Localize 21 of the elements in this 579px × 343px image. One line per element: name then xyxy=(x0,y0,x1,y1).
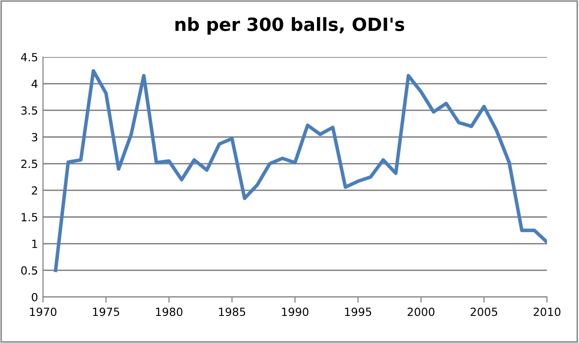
x-tick-label: 1980 xyxy=(156,308,182,316)
x-tick-label: 1995 xyxy=(345,308,372,316)
y-tick-label: 3.5 xyxy=(21,106,38,115)
x-tick-label: 2005 xyxy=(470,308,498,316)
chart-title: nb per 300 balls, ODI's xyxy=(175,17,404,35)
line-series xyxy=(54,69,547,272)
y-tick-label: 3 xyxy=(32,132,38,142)
x-tick-label: 1970 xyxy=(30,308,56,316)
x-tick-label: 2010 xyxy=(534,308,560,316)
x-tick-label: 1975 xyxy=(93,308,120,316)
y-tick-label: 4 xyxy=(32,80,38,88)
y-tick-label: 0.5 xyxy=(21,266,38,275)
y-tick-label: 1 xyxy=(32,240,38,248)
y-tick-label: 2 xyxy=(32,186,38,195)
x-tick-label: 1990 xyxy=(282,308,308,316)
y-tick-label: 4.5 xyxy=(21,53,38,62)
y-tick-label: 0 xyxy=(32,292,38,302)
y-tick-label: 1.5 xyxy=(22,213,38,222)
x-tick-label: 1985 xyxy=(219,308,246,316)
y-tick-label: 2.5 xyxy=(21,160,38,168)
x-tick-label: 2000 xyxy=(408,308,434,316)
